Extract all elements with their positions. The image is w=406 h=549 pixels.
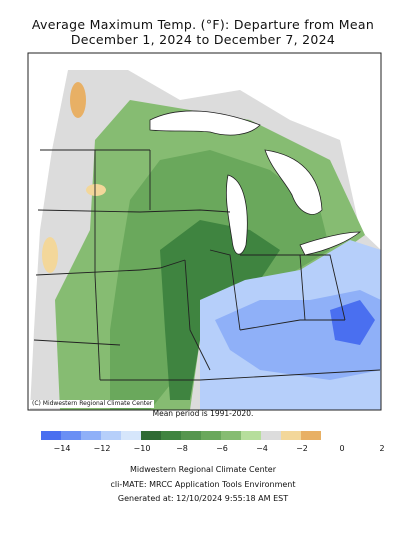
map-date-range: December 1, 2024 to December 7, 2024 <box>70 32 336 47</box>
legend-swatch <box>281 431 301 440</box>
legend-tick-label: −10 <box>133 444 151 453</box>
footer-generated: Generated at: 12/10/2024 9:55:18 AM EST <box>117 494 289 503</box>
legend-tick-label: 0 <box>339 444 345 453</box>
legend-swatch <box>141 431 161 440</box>
lake-superior <box>149 110 261 136</box>
legend-swatch <box>261 431 281 440</box>
lake-erie <box>299 231 362 256</box>
legend-tick-label: −4 <box>256 444 268 453</box>
orange-patch <box>86 184 106 196</box>
color-legend <box>41 431 321 440</box>
blue-zone-dark <box>330 300 375 345</box>
orange-patch <box>70 82 86 118</box>
orange-patch <box>42 237 58 273</box>
legend-tick-label: −8 <box>176 444 188 453</box>
legend-tick-label: −14 <box>53 444 71 453</box>
lake-michigan <box>225 174 248 255</box>
legend-swatch <box>81 431 101 440</box>
green-zone-dark <box>160 220 280 400</box>
legend-tick-label: −6 <box>216 444 228 453</box>
legend-swatch <box>41 431 61 440</box>
state-boundaries <box>33 149 381 381</box>
footer-org: Midwestern Regional Climate Center <box>130 465 276 474</box>
legend-tick-label: −2 <box>296 444 308 453</box>
legend-swatch <box>161 431 181 440</box>
legend-tick-label: 2 <box>379 444 385 453</box>
legend-swatch <box>201 431 221 440</box>
legend-swatch <box>121 431 141 440</box>
map-credit: (C) Midwestern Regional Climate Center <box>30 400 155 408</box>
lake-huron <box>264 149 323 215</box>
legend-swatch <box>221 431 241 440</box>
legend-swatch <box>101 431 121 440</box>
legend-swatch <box>301 431 321 440</box>
mean-period-note: Mean period is 1991-2020. <box>152 409 254 418</box>
legend-tick-label: −12 <box>93 444 111 453</box>
legend-ticks: −14 −12 −10 −8 −6 −4 −2 0 2 <box>0 444 406 454</box>
legend-swatch <box>61 431 81 440</box>
map-title: Average Maximum Temp. (°F): Departure fr… <box>31 17 375 32</box>
legend-swatch <box>241 431 261 440</box>
footer-tool: cli-MATE: MRCC Application Tools Environ… <box>110 480 296 489</box>
legend-swatch <box>181 431 201 440</box>
